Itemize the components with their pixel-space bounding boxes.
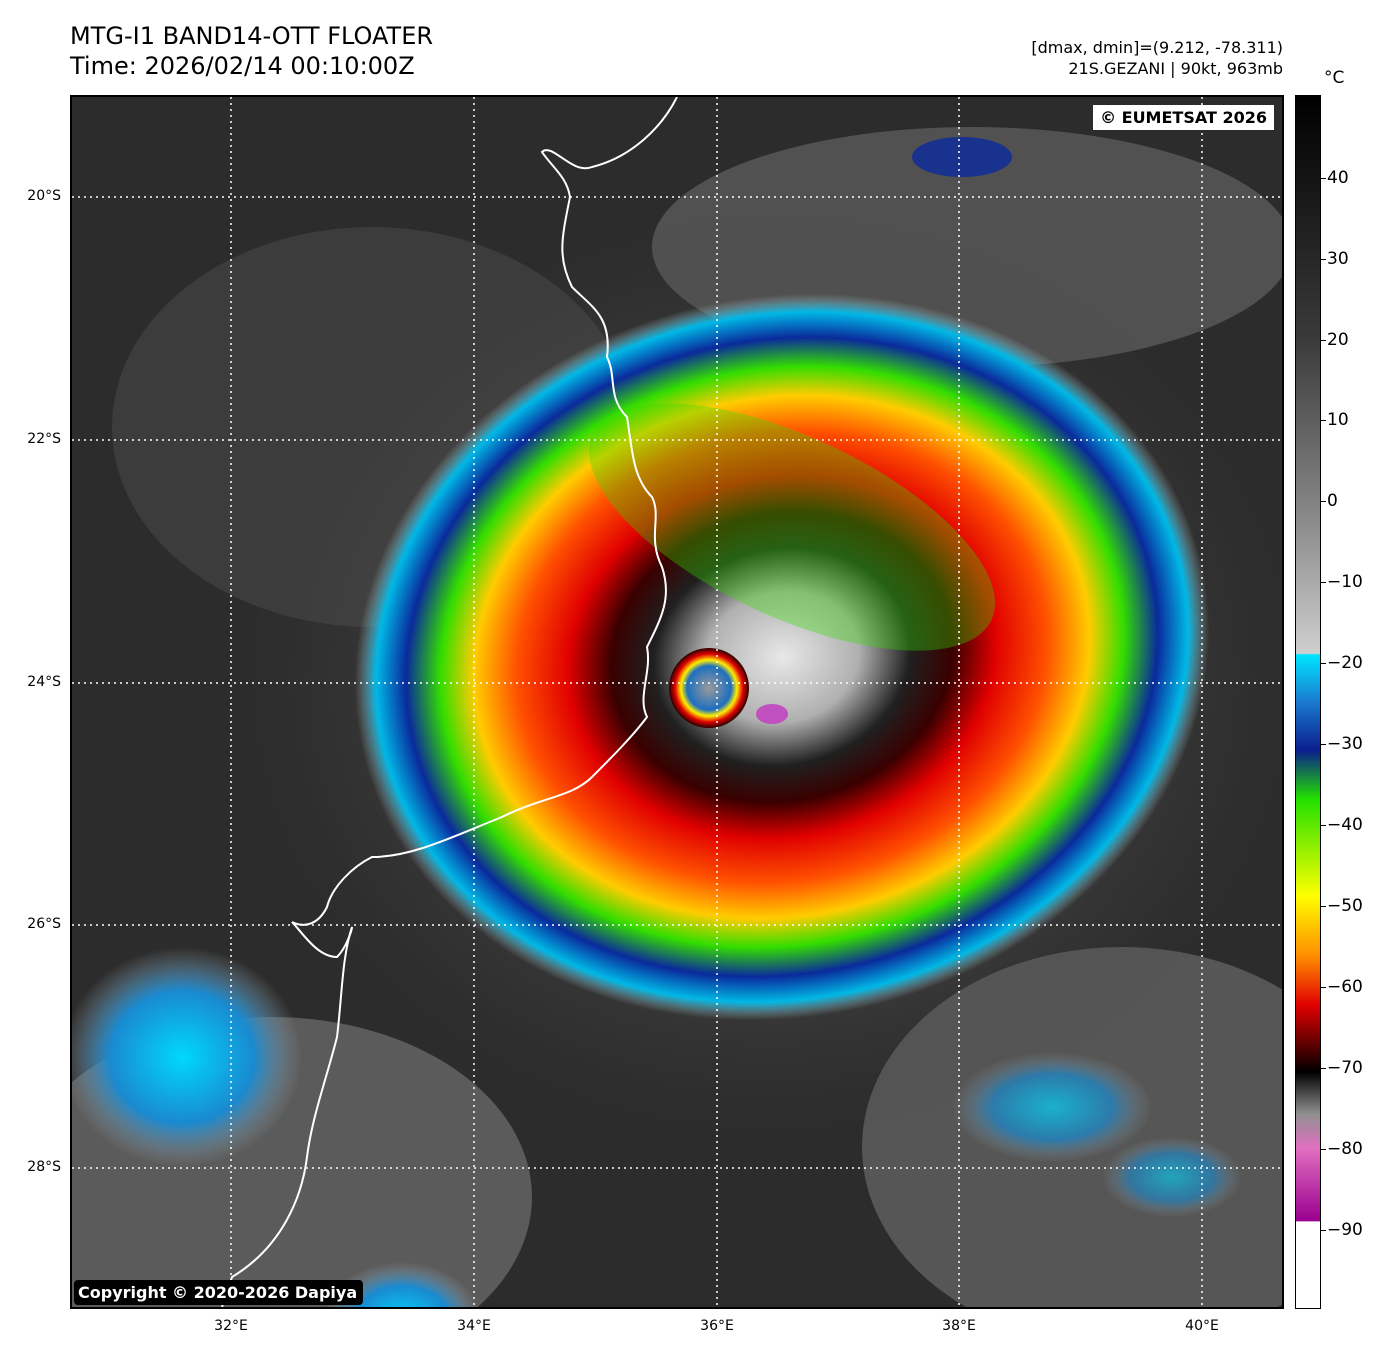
title-line-1: MTG-I1 BAND14-OTT FLOATER [70, 22, 434, 50]
cbar-tick-minus90: −90 [1327, 1220, 1363, 1240]
lat-label-22s: 22°S [27, 431, 61, 447]
colorbar [1295, 95, 1321, 1309]
cbar-tick-minus20: −20 [1327, 653, 1363, 673]
lon-label-40e: 40°E [1185, 1318, 1219, 1334]
gridlines [72, 97, 1282, 1307]
cbar-tick-minus10: −10 [1327, 572, 1363, 592]
lon-label-32e: 32°E [214, 1318, 248, 1334]
lon-label-38e: 38°E [942, 1318, 976, 1334]
cbar-tick-10: 10 [1327, 410, 1349, 430]
lon-label-34e: 34°E [457, 1318, 491, 1334]
storm-info-line: 21S.GEZANI | 90kt, 963mb [1068, 59, 1283, 78]
stats-line-1: [dmax, dmin]=(9.212, -78.311) [1031, 38, 1283, 57]
satellite-imagery [72, 97, 1282, 1307]
cbar-tick-0: 0 [1327, 491, 1338, 511]
lat-label-28s: 28°S [27, 1159, 61, 1175]
cbar-tick-30: 30 [1327, 249, 1349, 269]
cbar-tick-minus80: −80 [1327, 1139, 1363, 1159]
lat-label-20s: 20°S [27, 188, 61, 204]
cbar-tick-minus50: −50 [1327, 896, 1363, 916]
cbar-tick-40: 40 [1327, 168, 1349, 188]
lat-label-24s: 24°S [27, 674, 61, 690]
cbar-tick-20: 20 [1327, 330, 1349, 350]
eumetsat-badge: © EUMETSAT 2026 [1093, 105, 1274, 130]
cbar-tick-minus60: −60 [1327, 977, 1363, 997]
title-line-2: Time: 2026/02/14 00:10:00Z [70, 52, 415, 80]
cbar-tick-minus30: −30 [1327, 734, 1363, 754]
lat-label-26s: 26°S [27, 916, 61, 932]
copyright-badge: Copyright © 2020-2026 Dapiya [74, 1280, 364, 1305]
coastline [221, 97, 678, 1307]
colorbar-unit: °C [1324, 68, 1345, 88]
cbar-tick-minus70: −70 [1327, 1058, 1363, 1078]
lon-label-36e: 36°E [700, 1318, 734, 1334]
cbar-tick-minus40: −40 [1327, 815, 1363, 835]
satellite-map: © EUMETSAT 2026 Copyright © 2020-2026 Da… [70, 95, 1284, 1309]
